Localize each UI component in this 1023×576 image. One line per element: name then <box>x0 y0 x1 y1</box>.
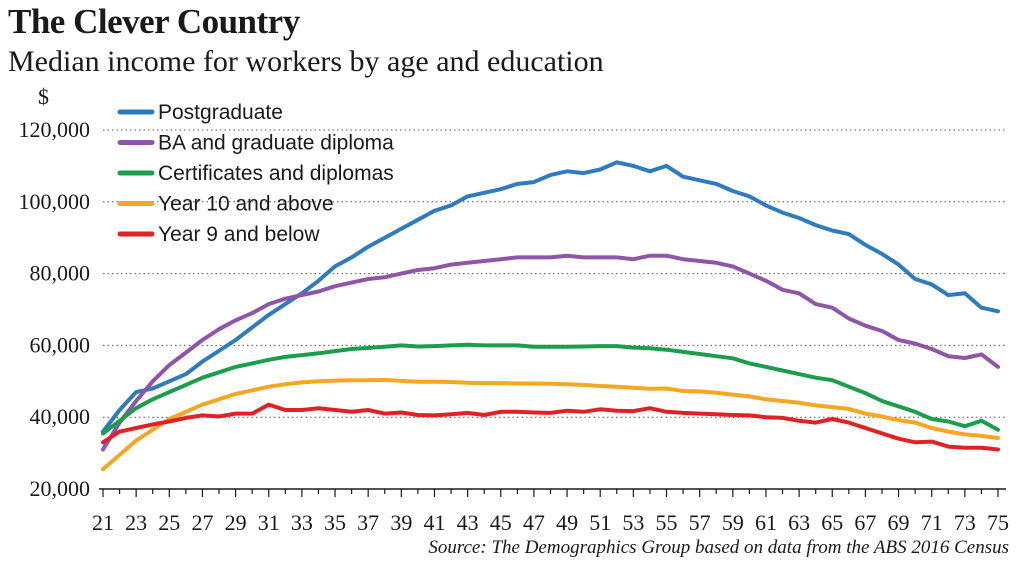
x-tick-label: 75 <box>987 510 1009 535</box>
x-tick-label: 39 <box>390 510 412 535</box>
x-tick-label: 41 <box>423 510 445 535</box>
x-tick-label: 35 <box>324 510 346 535</box>
x-tick-label: 43 <box>457 510 479 535</box>
legend: Postgraduate BA and graduate diploma Certi… <box>117 101 394 246</box>
y-tick-label: 40,000 <box>30 404 91 429</box>
x-tick-label: 27 <box>191 510 213 535</box>
chart-subtitle: Median income for workers by age and edu… <box>8 45 604 78</box>
x-tick-label: 69 <box>888 510 910 535</box>
x-tick-label: 71 <box>921 510 943 535</box>
x-tick-label: 61 <box>755 510 777 535</box>
x-tick-label: 47 <box>523 510 545 535</box>
series-line <box>101 342 1000 436</box>
x-tick-label: 29 <box>225 510 247 535</box>
legend-label: Year 9 and below <box>158 223 320 246</box>
legend-label: Year 10 and above <box>158 193 334 216</box>
x-tick-label: 23 <box>125 510 147 535</box>
x-tick-label: 51 <box>589 510 611 535</box>
y-tick-label: 20,000 <box>30 476 91 501</box>
series-lines <box>101 160 1000 472</box>
x-tick-label: 65 <box>821 510 843 535</box>
x-tick-label: 73 <box>954 510 976 535</box>
y-tick-label: 120,000 <box>19 117 91 142</box>
x-tick-label: 31 <box>258 510 280 535</box>
x-tick-label: 37 <box>357 510 379 535</box>
x-tick-label: 55 <box>656 510 678 535</box>
y-axis: 20,000 40,000 60,000 80,000 100,000 120,000 <box>19 117 91 501</box>
legend-label: BA and graduate diploma <box>158 132 394 155</box>
x-tick-label: 63 <box>788 510 810 535</box>
legend-label: Certificates and diplomas <box>158 162 394 185</box>
series-line <box>101 253 1000 452</box>
x-axis: 21 23 25 27 29 31 33 35 37 39 41 43 45 47 49 51 53 55 57 59… <box>92 488 1009 535</box>
y-axis-label: $ <box>38 84 49 109</box>
legend-label: Postgraduate <box>158 101 283 124</box>
y-tick-label: 80,000 <box>30 261 91 286</box>
y-tick-label: 60,000 <box>30 332 91 357</box>
x-tick-label: 59 <box>722 510 744 535</box>
x-tick-label: 21 <box>92 510 114 535</box>
x-tick-label: 67 <box>854 510 876 535</box>
chart-title: The Clever Country <box>8 2 300 41</box>
x-tick-label: 45 <box>490 510 512 535</box>
source-note: Source: The Demographics Group based on … <box>428 537 1009 558</box>
series-line <box>101 402 1000 452</box>
series-line <box>101 160 1000 434</box>
x-tick-label: 33 <box>291 510 313 535</box>
x-tick-label: 57 <box>689 510 711 535</box>
y-tick-label: 100,000 <box>19 189 91 214</box>
x-tick-label: 25 <box>158 510 180 535</box>
x-tick-label: 53 <box>622 510 644 535</box>
x-tick-label: 49 <box>556 510 578 535</box>
series-line <box>101 377 1000 472</box>
